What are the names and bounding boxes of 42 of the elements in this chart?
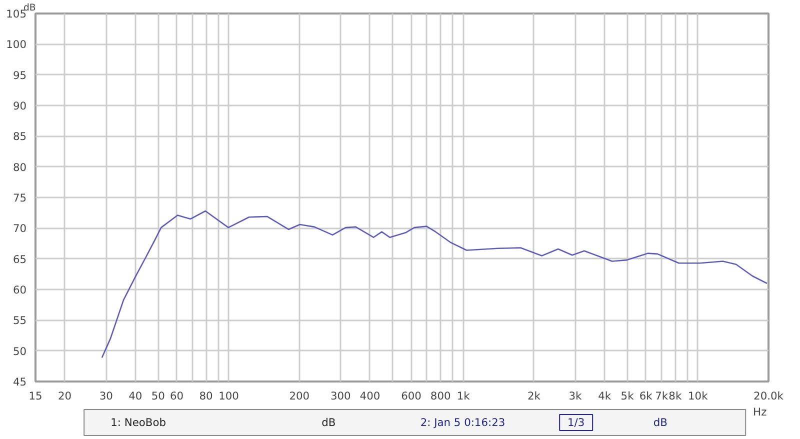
- x-tick-label: 4k: [598, 390, 612, 402]
- y-tick-label: 55: [12, 314, 27, 328]
- text: 1/3: [568, 416, 585, 429]
- x-tick-label: 7k: [655, 390, 669, 402]
- x-tick-label: 10k: [688, 390, 709, 402]
- x-tick-label: 6k: [639, 390, 654, 402]
- y-tick-label: 65: [12, 252, 27, 266]
- x-tick-label: 100: [218, 390, 240, 402]
- x-tick-label: 20: [58, 390, 72, 402]
- x-tick-label: 400: [360, 390, 380, 402]
- y-axis-title: dB: [24, 2, 36, 14]
- x-tick-label: 80: [199, 390, 214, 402]
- x-tick-label: 50: [151, 390, 166, 402]
- y-tick-label: 45: [12, 376, 27, 388]
- x-tick-label: 800: [430, 390, 451, 402]
- x-tick-label: 8k: [668, 390, 682, 402]
- y-tick-label: 75: [12, 192, 27, 204]
- x-tick-label: 1k: [456, 390, 471, 402]
- x-tick-label: 15: [28, 390, 42, 402]
- text: dB: [322, 416, 336, 429]
- x-tick-label: 2k: [527, 390, 542, 402]
- x-tick-label: 600: [401, 390, 422, 402]
- x-tick-label: 200: [289, 390, 310, 402]
- x-tick-label: 300: [330, 390, 352, 402]
- text: 1: NeoBob: [110, 416, 166, 429]
- y-tick-label: 70: [12, 222, 27, 236]
- y-tick-label: 100: [6, 38, 27, 52]
- text: dB: [653, 416, 668, 429]
- x-tick-label: 5k: [620, 390, 635, 402]
- y-tick-label: 50: [12, 344, 27, 358]
- x-tick-label: 60: [170, 390, 184, 402]
- text: 2: Jan 5 0:16:23: [420, 416, 506, 429]
- x-tick-label: 3k: [568, 390, 583, 402]
- x-tick-label: 30: [99, 390, 114, 402]
- y-tick-label: 95: [12, 68, 27, 82]
- y-tick-label: 90: [12, 100, 27, 112]
- x-tick-label: 20.0k: [754, 390, 784, 402]
- y-tick-label: 60: [12, 284, 27, 296]
- y-tick-label: 85: [12, 130, 27, 144]
- x-tick-label: 40: [128, 390, 142, 402]
- y-tick-label: 80: [12, 160, 27, 174]
- x-axis-title: Hz: [753, 406, 768, 418]
